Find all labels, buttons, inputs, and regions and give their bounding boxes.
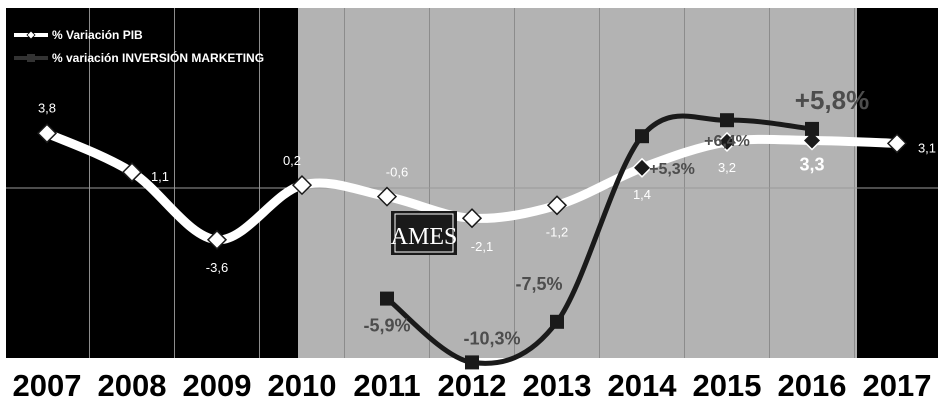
pib-series: 3,8 1,1 -3,6 0,2 -0,6 -2,1 -1,2 1,4 3,2 3,3 3,1: [36, 100, 936, 275]
marketing-marker: [465, 355, 479, 370]
marketing-marker: [720, 113, 734, 128]
pib-marker: [801, 130, 823, 151]
pib-data-label: -3,6: [206, 260, 228, 275]
pib-marker: [546, 195, 568, 216]
marketing-data-label: -5,9%: [363, 316, 410, 336]
legend: % Variación PIB % variación INVERSIÓN MA…: [14, 28, 264, 65]
x-tick-label: 2012: [438, 368, 507, 403]
marketing-marker: [635, 129, 649, 144]
marketing-data-label: -10,3%: [463, 328, 520, 348]
pib-marker: [376, 186, 398, 207]
pib-marker: [716, 131, 738, 152]
logo-frame: [394, 213, 454, 253]
pib-data-label: -1,2: [546, 224, 568, 239]
x-tick-label: 2007: [13, 368, 82, 403]
pib-data-label: 1,4: [633, 187, 651, 202]
pib-data-label: -2,1: [471, 239, 493, 254]
pib-data-label: 1,1: [151, 169, 169, 184]
pib-marker: [291, 175, 313, 196]
logo-box: [391, 211, 457, 255]
pib-marker: [461, 208, 483, 229]
marketing-series: -5,9% -10,3% -7,5% +5,3% +6,4% +5,8%: [363, 85, 869, 370]
x-axis: 2007 2008 2009 2010 2011 2012 2013 2014 2015 2016…: [13, 368, 932, 403]
marketing-data-label: -7,5%: [515, 274, 562, 294]
pib-data-label: -0,6: [386, 165, 408, 180]
pib-marker: [631, 157, 653, 178]
x-tick-label: 2013: [523, 368, 592, 403]
pib-marker: [206, 229, 228, 250]
pib-data-label: 3,1: [918, 140, 936, 155]
x-tick-label: 2014: [608, 368, 678, 403]
pib-data-label: 0,2: [283, 153, 301, 168]
x-tick-label: 2009: [183, 368, 252, 403]
pib-data-label: 3,2: [718, 160, 736, 175]
legend-marketing-label: % variación INVERSIÓN MARKETING: [52, 50, 264, 65]
logo: AMES: [391, 211, 458, 255]
marketing-marker: [380, 291, 394, 306]
x-tick-label: 2016: [778, 368, 847, 403]
pib-data-label: 3,3: [799, 155, 824, 175]
marketing-data-label: +5,8%: [795, 85, 869, 115]
marketing-data-label: +5,3%: [649, 161, 695, 178]
x-tick-label: 2011: [353, 368, 420, 403]
legend-marketing-marker: [27, 54, 35, 62]
marketing-marker: [550, 314, 564, 329]
pib-marker: [36, 123, 58, 144]
pib-data-label: 3,8: [38, 100, 56, 115]
x-tick-label: 2010: [268, 368, 337, 403]
legend-pib-label: % Variación PIB: [52, 28, 143, 42]
pib-marker: [886, 133, 908, 154]
x-tick-label: 2008: [98, 368, 167, 403]
marketing-marker: [805, 121, 819, 136]
x-tick-label: 2015: [693, 368, 762, 403]
x-tick-label: 2017: [863, 368, 932, 403]
logo-text: AMES: [391, 224, 458, 250]
marketing-data-label: +6,4%: [704, 133, 750, 150]
legend-pib-marker: [26, 30, 36, 40]
pib-marker: [121, 162, 143, 183]
